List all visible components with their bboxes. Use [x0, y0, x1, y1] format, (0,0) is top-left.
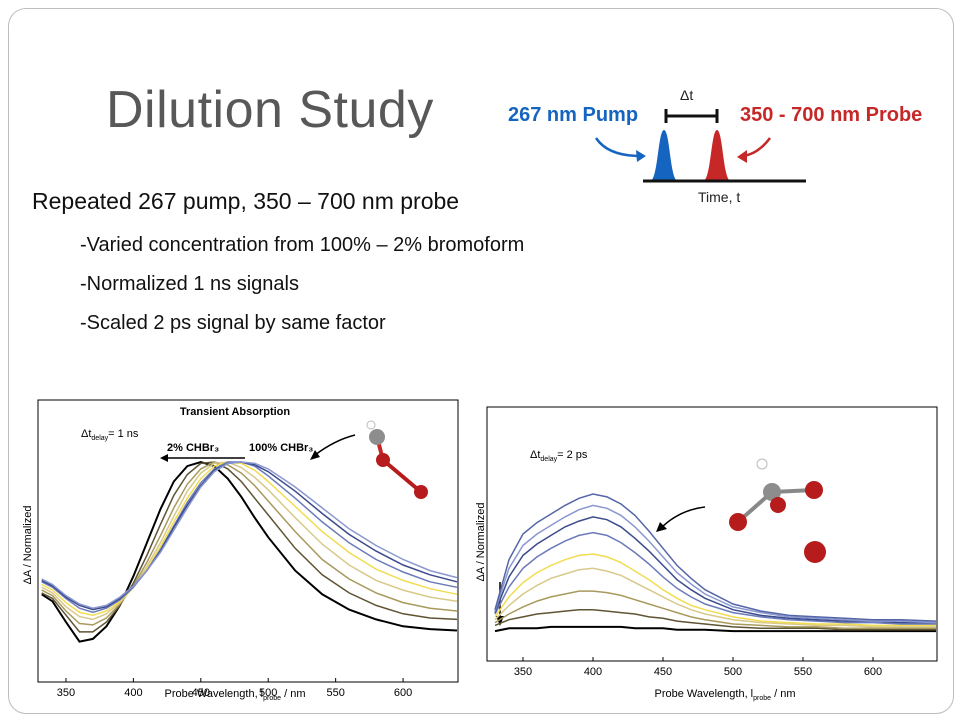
- chart-2ps: Δtdelay= 2 ps 350 400 450 500 550 600 Probe W…: [475, 406, 938, 702]
- chart2-series-line-5: [494, 553, 936, 627]
- chart-1ns: Transient Absorption Δtdelay= 1 ns 2% CH…: [22, 399, 459, 702]
- pump-arrow: [594, 137, 641, 158]
- sub-bullet-3: -Scaled 2 ps signal by same factor: [80, 312, 386, 334]
- delta-t-label: Δt: [680, 87, 693, 103]
- chart1-series-line-3: [41, 461, 458, 626]
- chart1-x-ticks: 350 400 450 500 550 600: [57, 678, 412, 699]
- probe-label: 350 - 700 nm Probe: [740, 104, 922, 126]
- probe-arrow-head: [737, 150, 747, 163]
- chart2-molecule-arrow: [661, 506, 706, 528]
- chart2-series-line-6: [494, 531, 936, 625]
- chart2-plot-area: [494, 493, 937, 633]
- chart1-series-line-5: [41, 461, 458, 616]
- pump-probe-schematic: 267 nm Pump 350 - 700 nm Probe Δt Time, …: [508, 87, 922, 205]
- chart1-x-label: Probe Wavelength, lprobe / nm: [164, 688, 305, 702]
- chart1-molecule-arrow-head: [310, 450, 320, 460]
- chart2-tick-label: 550: [794, 666, 812, 678]
- chart2-delay-label: Δtdelay= 2 ps: [530, 449, 588, 463]
- chart1-tick-label: 450: [192, 687, 210, 699]
- pump-pulse-shape: [650, 130, 678, 181]
- chart2-x-label: Probe Wavelength, lprobe / nm: [654, 688, 795, 702]
- sub-bullet-2: -Normalized 1 ns signals: [80, 273, 299, 295]
- sub-bullet-1: -Varied concentration from 100% – 2% bro…: [80, 234, 525, 256]
- chart2-series-line-7: [494, 516, 936, 624]
- probe-arrow: [742, 137, 771, 158]
- chart1-molecule-icon: [366, 420, 428, 499]
- main-bullet: Repeated 267 pump, 350 – 700 nm probe: [32, 188, 460, 214]
- chart1-series-line-7: [41, 461, 458, 611]
- chart1-arrow-head: [160, 454, 168, 462]
- chart2-series-line-2: [494, 608, 936, 631]
- slide-title: Dilution Study: [106, 81, 434, 139]
- chart1-plot-area: [41, 460, 458, 643]
- chart2-molecule-arrow-head: [656, 522, 667, 532]
- probe-pulse-shape: [703, 130, 731, 181]
- chart2-series-line-9: [494, 493, 937, 622]
- chart1-tick-label: 500: [259, 687, 277, 699]
- chart1-title: Transient Absorption: [180, 406, 290, 418]
- chart1-series-line-2: [41, 461, 458, 633]
- chart2-tick-label: 450: [654, 666, 672, 678]
- chart2-series-line-8: [494, 504, 937, 624]
- chart1-series-line-8: [41, 461, 458, 609]
- chart2-y-label: ΔA / Normalized: [475, 503, 487, 582]
- chart2-tick-label: 600: [864, 666, 882, 678]
- chart2-series-line-4: [494, 567, 936, 628]
- chart2-tick-label: 500: [724, 666, 742, 678]
- chart1-frame: [37, 399, 459, 683]
- time-axis-label: Time, t: [698, 189, 740, 205]
- chart2-tick-label: 400: [584, 666, 602, 678]
- chart2-series-line-3: [494, 590, 936, 630]
- chart2-series-line-1: [494, 625, 936, 633]
- chart1-delay-label: Δtdelay= 1 ns: [81, 428, 139, 442]
- chart1-annotation-right: 100% CHBr₃: [249, 442, 313, 454]
- chart1-tick-label: 350: [57, 687, 75, 699]
- pump-label: 267 nm Pump: [508, 104, 638, 126]
- chart1-series-line-1: [41, 460, 458, 643]
- chart1-tick-label: 400: [124, 687, 142, 699]
- chart2-x-ticks: 350 400 450 500 550 600: [514, 657, 882, 678]
- chart1-series-line-4: [41, 461, 458, 621]
- chart1-y-label: ΔA / Normalized: [22, 506, 34, 585]
- chart2-molecule-icon: [729, 458, 826, 563]
- chart1-series-line-6: [41, 461, 458, 614]
- chart1-tick-label: 600: [394, 687, 412, 699]
- chart1-tick-label: 550: [326, 687, 344, 699]
- chart1-annotation-left: 2% CHBr₃: [167, 442, 219, 454]
- pump-arrow-head: [636, 150, 646, 162]
- chart2-tick-label: 350: [514, 666, 532, 678]
- chart1-molecule-arrow: [314, 434, 356, 456]
